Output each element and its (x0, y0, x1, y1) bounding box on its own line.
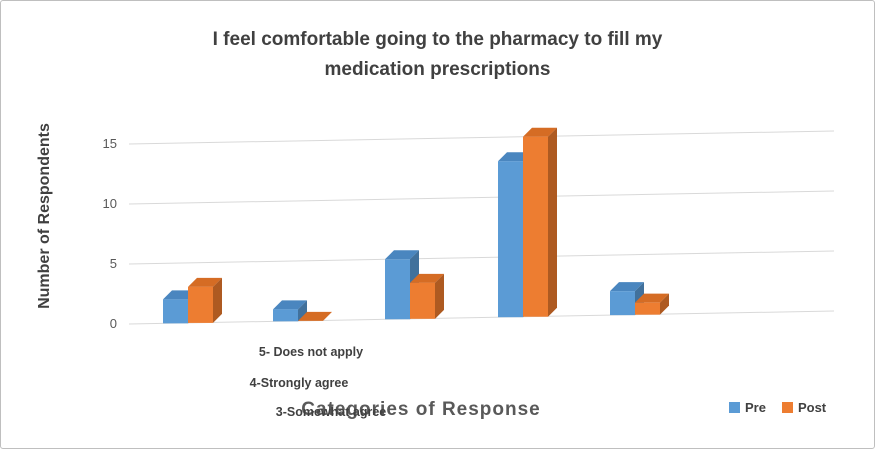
chart-title-text: I feel comfortable going to the pharmacy… (212, 29, 663, 81)
bar-front-face (273, 309, 298, 322)
bar-front-face (635, 302, 660, 315)
bar-side-face (213, 277, 222, 323)
bar-side-face (660, 293, 669, 315)
legend-item-post: Post (781, 400, 827, 415)
bar-top-face (273, 300, 307, 310)
bar-top-face (298, 311, 332, 321)
bar-front-face (523, 136, 548, 317)
bar-top-face (610, 282, 644, 292)
y-tick-label: 0 (110, 316, 117, 331)
legend-label-post: Post (797, 400, 827, 415)
x-axis-label-3: 3-Somewhat agree (275, 405, 387, 419)
gridlines (128, 130, 835, 325)
bar-top-face (523, 127, 557, 137)
bar-top-face (635, 293, 669, 303)
post-series-swatch (781, 402, 793, 413)
bars (163, 127, 669, 324)
y-tick-label: 5 (110, 256, 117, 271)
x-axis-title: Categories of Response (301, 399, 541, 420)
legend: Pre Post (729, 400, 826, 415)
bar-front-face (498, 161, 523, 318)
bar-top-face (410, 273, 444, 283)
bar-side-face (435, 273, 444, 319)
bar-top-face (385, 250, 419, 260)
bar-front-face (163, 299, 188, 324)
bar-front-face (410, 282, 435, 319)
bar-front-face (385, 259, 410, 320)
y-tick-label: 10 (103, 196, 117, 211)
x-axis-label-4: 4-Strongly agree (249, 376, 349, 390)
bar-side-face (298, 300, 307, 322)
bar-front-face (188, 286, 213, 323)
y-tick-label: 15 (103, 136, 117, 151)
bar-front-face (610, 291, 635, 316)
pre-series-swatch (729, 402, 740, 413)
y-tick-labels: 0 5 10 15 (103, 136, 117, 331)
bar-side-face (548, 127, 557, 317)
bar-top-face (188, 277, 222, 287)
legend-label-pre: Pre (745, 400, 766, 415)
chart-title: I feel comfortable going to the pharmacy… (1, 25, 874, 86)
legend-item-pre: Pre (729, 400, 766, 415)
x-axis-label-5: 5- Does not apply (258, 345, 364, 359)
